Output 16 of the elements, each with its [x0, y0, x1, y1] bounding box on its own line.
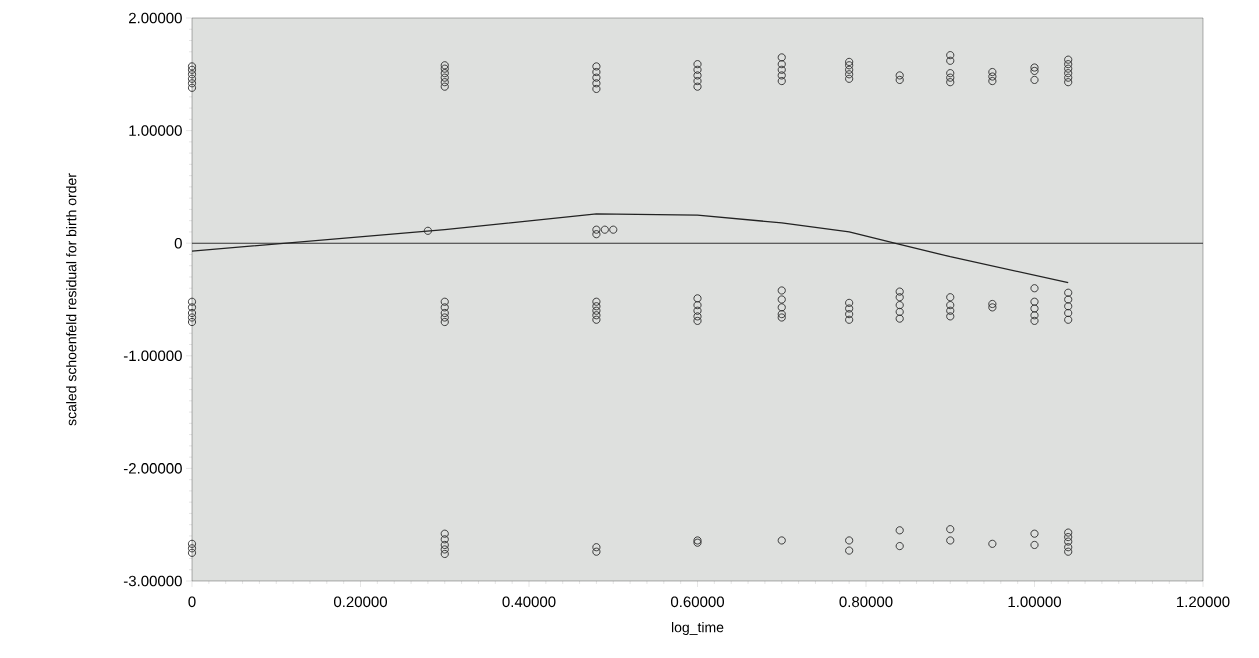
x-tick-label: 0 [188, 596, 196, 608]
y-tick-label: -1.00000 [123, 350, 182, 362]
x-tick-label: 0.80000 [839, 596, 893, 608]
y-axis-title: scaled schoenfeld residual for birth order [66, 173, 77, 426]
y-tick-label: 1.00000 [129, 125, 182, 136]
x-tick-label: 0.40000 [502, 596, 556, 608]
y-tick-label: 0 [174, 237, 182, 249]
x-tick-label: 1.00000 [1008, 596, 1062, 608]
x-axis-title: log_time [671, 622, 724, 636]
x-tick-label: 0.20000 [333, 596, 388, 608]
x-tick-label: 0.60000 [670, 596, 725, 608]
y-tick-label: -2.00000 [123, 463, 182, 474]
y-tick-label: 2.00000 [129, 12, 182, 24]
y-tick-label: -3.00000 [123, 575, 182, 587]
x-tick-label: 1.20000 [1177, 596, 1230, 608]
line-series [191, 213, 1069, 284]
